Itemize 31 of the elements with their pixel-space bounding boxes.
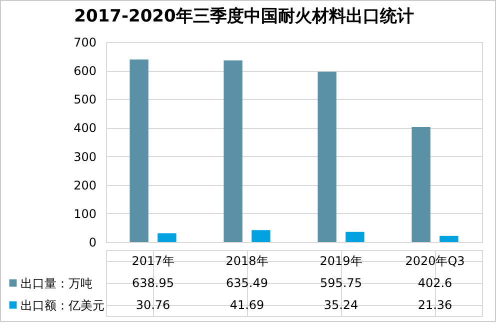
data-label: 21.36: [418, 298, 452, 312]
data-label: 35.24: [324, 298, 358, 312]
bar: [318, 72, 336, 242]
x-tick-label: 2018年: [226, 254, 268, 268]
data-label: 30.76: [136, 298, 170, 312]
x-tick-label: 2019年: [320, 254, 362, 268]
y-tick-label: 200: [74, 178, 96, 192]
x-tick-label: 2020年Q3: [405, 254, 465, 268]
y-tick-label: 700: [74, 36, 96, 50]
bar: [346, 232, 364, 242]
y-tick-label: 600: [74, 64, 96, 78]
chart-title: 2017-2020年三季度中国耐火材料出口统计: [74, 6, 414, 26]
bar: [158, 233, 176, 242]
y-tick-label: 500: [74, 92, 96, 107]
data-label: 595.75: [320, 276, 362, 290]
data-label: 635.49: [226, 276, 268, 290]
data-label: 41.69: [230, 298, 264, 312]
legend-label: 出口量：万吨: [20, 276, 92, 290]
y-tick-label: 0: [88, 236, 96, 250]
y-tick-label: 400: [74, 121, 96, 136]
data-label: 638.95: [132, 276, 174, 290]
legend-label: 出口额：亿美元: [20, 298, 104, 312]
bar: [224, 60, 242, 242]
data-label: 402.6: [418, 276, 452, 290]
bar: [130, 59, 148, 242]
bar: [440, 236, 458, 242]
bar: [412, 126, 430, 242]
y-tick-label: 300: [74, 150, 96, 164]
bar: [252, 230, 270, 242]
y-tick-label: 100: [74, 206, 96, 221]
x-tick-label: 2017年: [132, 254, 174, 268]
